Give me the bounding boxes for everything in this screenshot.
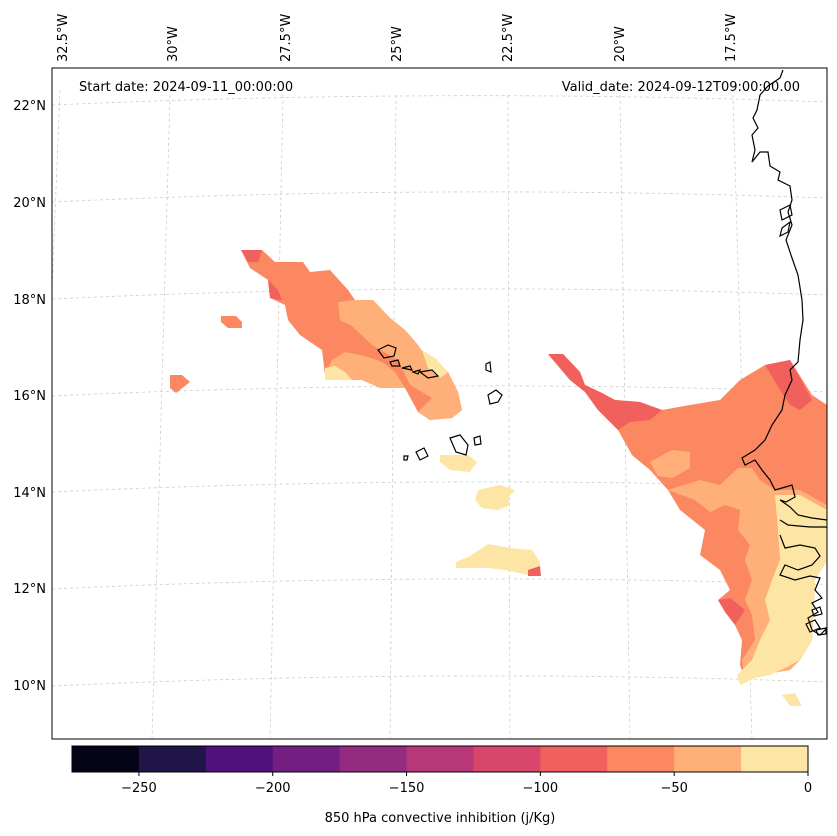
cape-verde-island-boa-vista [487, 389, 503, 405]
colorbar-bin [674, 746, 742, 772]
cin-region-band-nw-pale [325, 366, 352, 380]
cin-region-band-nw-dark [241, 250, 262, 262]
start-date-label: Start date: 2024-09-11_00:00:00 [79, 80, 293, 95]
colorbar-bin [138, 746, 207, 772]
colorbar-bin [272, 746, 341, 772]
lon-label-32-5w: 32.5°W [56, 14, 71, 62]
island-coast [779, 220, 791, 238]
coast-south [779, 534, 827, 636]
bijagos-island [805, 619, 821, 633]
island-coast [779, 204, 793, 221]
cin-region-east-light [650, 450, 690, 478]
colorbar-tick-label: −100 [523, 781, 559, 796]
cin-region-patch [475, 485, 515, 510]
cin-region-east-dark [718, 598, 745, 625]
cape-verde-island-maio [473, 435, 482, 446]
latitude-labels: 22°N 20°N 18°N 16°N 14°N 12°N 10°N [13, 99, 46, 694]
bijagos-island [811, 606, 823, 617]
cin-region-patch [528, 566, 541, 576]
cin-region-band-nw-dark [268, 280, 282, 300]
colorbar-tick-label: 0 [804, 781, 812, 796]
gambia-river [779, 519, 827, 528]
lon-label-20w: 20°W [613, 26, 628, 62]
lon-label-25w: 25°W [390, 26, 405, 62]
bijagos-island [815, 627, 827, 636]
cin-region-east-dark [765, 360, 812, 410]
lon-label-22-5w: 22.5°W [501, 14, 516, 62]
lat-label-16n: 16°N [13, 389, 46, 404]
parallel-line [52, 578, 827, 590]
lat-label-18n: 18°N [13, 293, 46, 308]
colorbar-tick-label: −200 [255, 781, 291, 796]
parallel-line [52, 288, 827, 300]
colorbar-bin [339, 746, 408, 772]
cape-verde-island-sao-vicente [389, 359, 401, 367]
cape-verde-island-santiago [449, 434, 469, 456]
colorbar-bin [473, 746, 541, 772]
parallel-line [52, 675, 827, 687]
lon-label-27-5w: 27.5°W [279, 14, 294, 62]
lat-label-20n: 20°N [13, 196, 46, 211]
colorbar-bin [540, 746, 608, 772]
lat-label-10n: 10°N [13, 679, 46, 694]
map-frame [51, 67, 828, 740]
cin-region-east-dark [548, 354, 662, 430]
valid-date-label: Valid_date: 2024-09-12T09:00:00.00 [562, 80, 800, 95]
cin-region-patch [440, 455, 477, 472]
cin-region-patch [456, 544, 540, 575]
africa-coastline [741, 69, 827, 521]
longitude-labels: 32.5°W 30°W 27.5°W 25°W 22.5°W 20°W 17.5… [56, 14, 739, 62]
colorbar-ticks: −250 −200 −150 −100 −50 0 [121, 772, 812, 796]
cape-verde-island-santo-antao [377, 344, 397, 359]
map-panel [52, 68, 827, 739]
cin-region-patch [170, 375, 190, 393]
colorbar-bin [205, 746, 274, 772]
colorbar-title: 850 hPa convective inhibition (j/Kg) [325, 811, 556, 826]
colorbar-bins [72, 746, 809, 772]
cin-region-patch [221, 316, 242, 328]
cape-verde-island-santa-luzia [418, 369, 440, 379]
colorbar: −250 −200 −150 −100 −50 0 850 hPa convective … [71, 745, 812, 826]
lon-label-17-5w: 17.5°W [724, 14, 739, 62]
colorbar-tick-label: −250 [121, 781, 157, 796]
parallel-line [52, 481, 827, 493]
graticule [52, 89, 827, 739]
cin-region-band-nw-light [338, 300, 462, 420]
cin-region-east-pale [737, 495, 827, 685]
parallel-line [52, 95, 827, 106]
lat-label-12n: 12°N [13, 582, 46, 597]
cin-field [170, 250, 827, 706]
colorbar-tick-label: −50 [660, 781, 687, 796]
cape-verde-island-sao-nicolau [411, 369, 422, 375]
colorbar-tick-label: −150 [389, 781, 425, 796]
parallel-line [52, 385, 827, 397]
cape-verde-island-sal [485, 361, 492, 373]
colorbar-bin [72, 746, 140, 772]
cape-verde-island-fogo [415, 447, 429, 461]
colorbar-frame [71, 745, 809, 773]
colorbar-bin [741, 746, 809, 772]
lat-label-14n: 14°N [13, 486, 46, 501]
lon-label-30w: 30°W [166, 26, 181, 62]
cin-region-patch [782, 693, 802, 706]
cin-region-band-nw-pale [422, 350, 448, 378]
lat-label-22n: 22°N [13, 99, 46, 114]
parallel-line [52, 191, 827, 203]
colorbar-bin [607, 746, 675, 772]
cape-verde-island-brava [403, 455, 409, 461]
cape-verde-island-sao-nicolau [401, 365, 414, 371]
coastlines [377, 69, 827, 636]
colorbar-bin [406, 746, 474, 772]
